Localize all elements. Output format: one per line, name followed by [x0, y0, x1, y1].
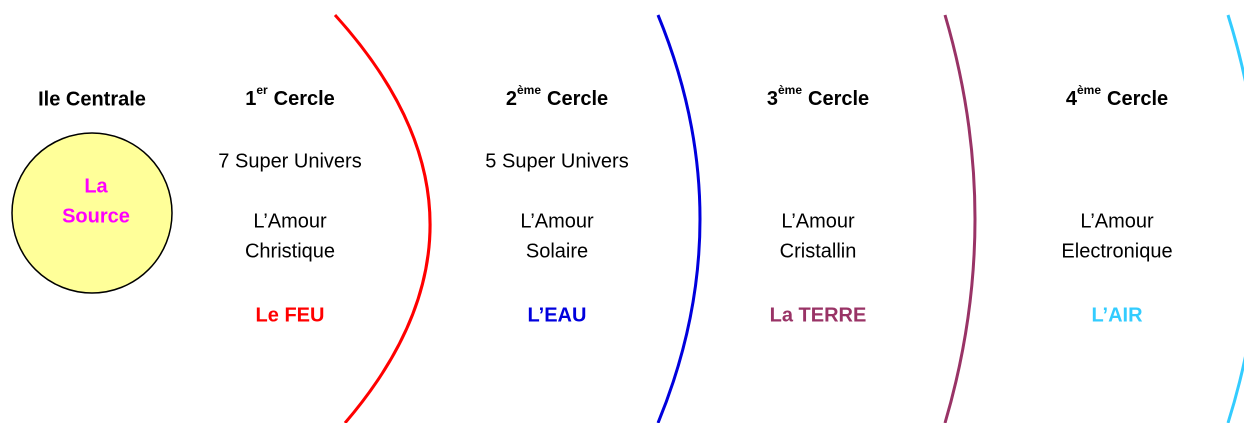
source-label: La [84, 175, 108, 197]
heading-word: Cercle [547, 88, 608, 110]
element-label: Le FEU [256, 304, 325, 326]
circle-subtitle: 7 Super Univers [218, 150, 361, 172]
circle-arc [943, 14, 977, 423]
circle-heading: 1er Cercle [245, 83, 335, 110]
heading-word: Cercle [274, 88, 335, 110]
circle-heading: 3ème Cercle [767, 83, 869, 110]
heading-number: 1 [245, 88, 256, 110]
heading-sup: ème [1077, 83, 1101, 97]
element-label: La TERRE [770, 304, 867, 326]
love-line: L’Amour [253, 210, 327, 232]
heading-sup: ème [517, 83, 541, 97]
circle-arc [333, 13, 432, 423]
circle-subtitle: 5 Super Univers [485, 150, 628, 172]
love-line: L’Amour [520, 210, 594, 232]
heading-number: 4 [1066, 88, 1078, 110]
source-label: Source [62, 205, 130, 227]
circle-arc [1226, 14, 1244, 423]
element-label: L’AIR [1091, 304, 1143, 326]
love-line: Solaire [526, 240, 588, 262]
circle-heading: 4ème Cercle [1066, 83, 1168, 110]
love-line: Cristallin [780, 240, 857, 262]
heading-number: 3 [767, 88, 778, 110]
center-title: Ile Centrale [38, 88, 146, 110]
heading-word: Cercle [1107, 88, 1168, 110]
element-label: L’EAU [528, 304, 587, 326]
heading-sup: er [256, 83, 268, 97]
circle-arc [656, 14, 702, 423]
love-line: Christique [245, 240, 335, 262]
circle-heading: 2ème Cercle [506, 83, 608, 110]
love-line: L’Amour [781, 210, 855, 232]
love-line: L’Amour [1080, 210, 1154, 232]
heading-sup: ème [778, 83, 802, 97]
love-line: Electronique [1061, 240, 1172, 262]
source-circle [11, 132, 173, 294]
heading-word: Cercle [808, 88, 869, 110]
heading-number: 2 [506, 88, 517, 110]
